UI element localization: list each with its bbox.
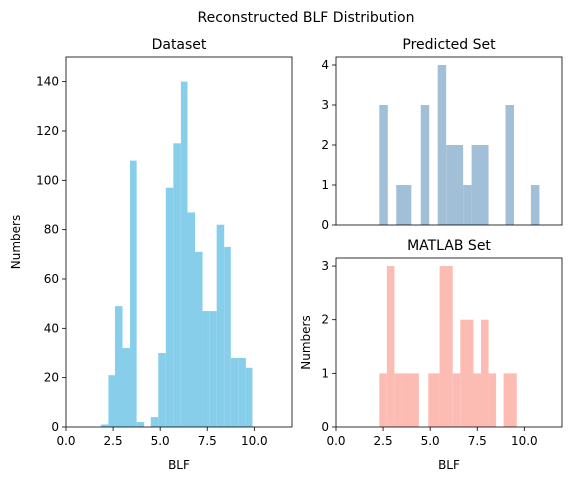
predicted-bar-7 xyxy=(505,105,514,225)
dataset-ytick-label-1: 20 xyxy=(44,371,59,385)
matlab-axes-frame xyxy=(335,257,563,428)
dataset-ylabel: Numbers xyxy=(9,215,23,269)
matlab-bar-10 xyxy=(488,373,497,427)
dataset-bar-0 xyxy=(100,424,109,427)
matlab-bar-6 xyxy=(452,373,461,427)
dataset-bar-3 xyxy=(122,348,131,427)
dataset-bar-14 xyxy=(209,311,217,427)
dataset-bar-5 xyxy=(136,422,145,427)
matlab-xtick-label-4: 10.0 xyxy=(511,434,538,448)
matlab-xtick-label-3: 7.5 xyxy=(468,434,487,448)
predicted-ytick-label-3: 3 xyxy=(321,98,329,112)
dataset-bar-13 xyxy=(202,311,210,427)
predicted-bar-3 xyxy=(437,65,447,225)
predicted-bar-2 xyxy=(420,105,430,225)
matlab-bar-7 xyxy=(460,319,474,427)
predicted-axes-frame xyxy=(335,56,563,226)
matlab-bar-8 xyxy=(473,373,482,427)
figure-suptitle: Reconstructed BLF Distribution xyxy=(198,10,415,26)
dataset-axes-frame xyxy=(65,56,293,428)
matlab-bar-1 xyxy=(386,266,395,427)
predicted-bar-5 xyxy=(463,185,472,225)
dataset-ytick-label-0: 0 xyxy=(51,420,59,434)
dataset-bar-11 xyxy=(187,212,196,427)
dataset-bar-15 xyxy=(216,224,225,427)
matlab-bar-3 xyxy=(401,373,419,427)
dataset-bar-18 xyxy=(238,357,246,427)
dataset-xtick-label-1: 2.5 xyxy=(104,434,123,448)
predicted-ytick-label-2: 2 xyxy=(321,138,329,152)
matlab-bar-0 xyxy=(379,373,387,427)
dataset-xtick-label-2: 5.0 xyxy=(151,434,170,448)
predicted-bar-1 xyxy=(396,185,412,225)
matlab-ytick-label-1: 1 xyxy=(321,366,329,380)
predicted-bar-4 xyxy=(446,145,464,225)
dataset-bar-2 xyxy=(114,306,123,427)
dataset-ytick-label-7: 140 xyxy=(36,75,59,89)
panel-matlab: 0 1 2 3 0.0 2.5 5.0 7.5 10.0 MATLAB Set BLF Numbers xyxy=(299,238,563,472)
matlab-ytick-label-2: 2 xyxy=(321,313,329,327)
predicted-title: Predicted Set xyxy=(402,37,496,53)
dataset-bar-17 xyxy=(230,357,239,427)
dataset-bar-1 xyxy=(108,375,115,427)
predicted-bar-8 xyxy=(530,185,540,225)
matlab-title: MATLAB Set xyxy=(407,238,491,254)
matlab-ylabel: Numbers xyxy=(299,315,313,369)
dataset-bar-9 xyxy=(173,143,181,428)
dataset-xtick-label-3: 7.5 xyxy=(198,434,217,448)
matlab-xtick-label-2: 5.0 xyxy=(421,434,440,448)
matlab-bar-4 xyxy=(428,373,440,427)
dataset-xlabel: BLF xyxy=(168,458,190,472)
dataset-ytick-label-6: 120 xyxy=(36,124,59,138)
dataset-ytick-label-5: 100 xyxy=(36,173,59,187)
matlab-ytick-label-0: 0 xyxy=(321,420,329,434)
matlab-xtick-label-0: 0.0 xyxy=(326,434,345,448)
matlab-ytick-label-3: 3 xyxy=(321,259,329,273)
matlab-bar-9 xyxy=(481,319,489,427)
predicted-bar-0 xyxy=(379,105,388,225)
dataset-bar-4 xyxy=(130,160,137,427)
matlab-bar-2 xyxy=(394,373,402,427)
matlab-bar-11 xyxy=(503,373,517,427)
dataset-bar-8 xyxy=(165,187,174,427)
dataset-bar-6 xyxy=(150,417,159,427)
dataset-xtick-label-0: 0.0 xyxy=(56,434,75,448)
predicted-ytick-label-0: 0 xyxy=(321,218,329,232)
dataset-bar-12 xyxy=(195,251,203,427)
matlab-xtick-label-1: 2.5 xyxy=(374,434,393,448)
dataset-ytick-label-3: 60 xyxy=(44,272,59,286)
matlab-xlabel: BLF xyxy=(438,458,460,472)
matlab-bar-5 xyxy=(439,266,453,427)
predicted-bar-6 xyxy=(471,145,489,225)
predicted-ytick-label-4: 4 xyxy=(321,58,329,72)
dataset-bar-7 xyxy=(158,353,166,427)
predicted-ytick-label-1: 1 xyxy=(321,178,329,192)
dataset-ytick-label-4: 80 xyxy=(44,223,59,237)
dataset-bar-16 xyxy=(224,246,231,427)
dataset-xtick-label-4: 10.0 xyxy=(241,434,268,448)
dataset-title: Dataset xyxy=(152,37,207,53)
panel-dataset: 0 20 40 60 80 100 120 140 0.0 2.5 5.0 7.5 10.0 Datase… xyxy=(9,37,293,472)
panel-predicted: 0 1 2 3 4 Predicted Set xyxy=(321,37,563,232)
dataset-bar-10 xyxy=(180,81,188,428)
dataset-ytick-label-2: 40 xyxy=(44,321,59,335)
dataset-bar-19 xyxy=(245,367,253,427)
